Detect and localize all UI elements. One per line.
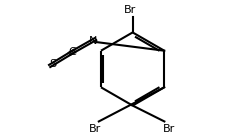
Text: S: S — [49, 59, 56, 69]
Text: C: C — [68, 47, 75, 57]
Text: Br: Br — [88, 124, 100, 134]
Text: N: N — [88, 36, 96, 46]
Text: Br: Br — [162, 124, 174, 134]
Text: Br: Br — [123, 5, 135, 15]
